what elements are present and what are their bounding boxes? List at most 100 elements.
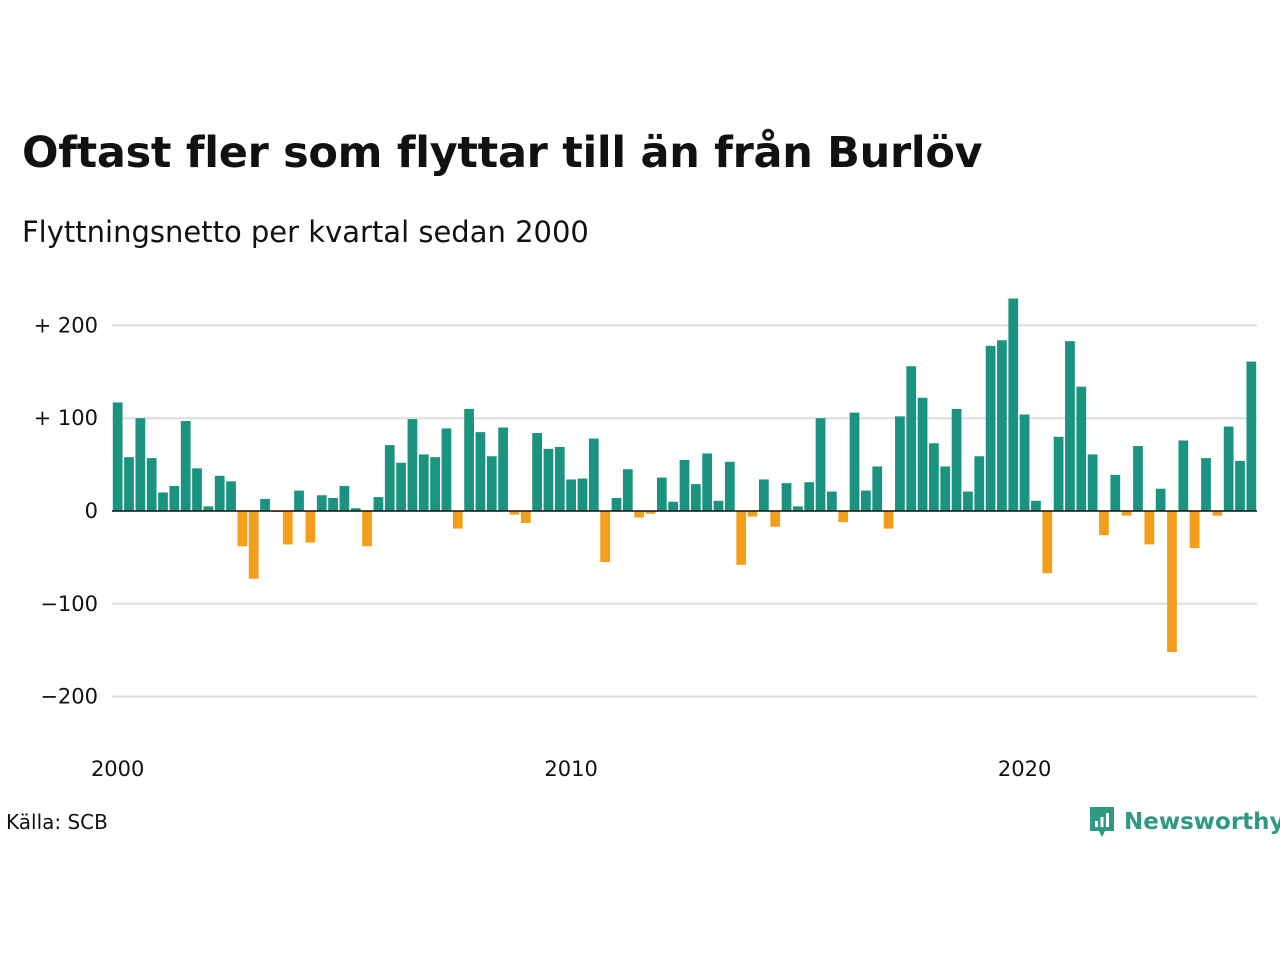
bar [1212,511,1223,516]
bar [747,511,758,517]
bar [192,468,202,511]
bar [543,448,554,511]
bar [838,511,849,523]
bar [418,454,429,511]
bar [1053,436,1064,511]
bar [1099,511,1109,536]
bar [237,511,248,547]
bar [1178,440,1189,511]
bar [1189,511,1200,549]
bar [690,484,701,511]
bar [645,511,656,514]
bar [1201,458,1211,511]
bar [1087,454,1098,511]
bar [758,479,769,511]
bar [1076,386,1087,511]
bar [906,366,917,511]
bar [1065,341,1075,511]
bar [1008,298,1019,511]
y-tick-label: 0 [85,499,98,523]
chart-subtitle: Flyttningsnetto per kvartal sedan 2000 [22,215,589,249]
bar [929,443,939,511]
bar [248,511,259,579]
bar [214,475,225,511]
x-axis-labels: 2000 2010 2020 [91,757,1051,781]
bar [180,420,191,511]
bar [305,511,316,543]
bar [328,498,338,511]
bar [532,433,542,511]
bar [792,506,803,511]
bar [1042,511,1053,574]
y-tick-label: + 100 [34,406,98,430]
bar [396,462,406,511]
bar [963,491,973,511]
bar [1031,500,1041,511]
bar [622,469,633,511]
bar [611,498,622,511]
bar [702,453,713,511]
chart-title: Oftast fler som flyttar till än från Bur… [22,128,983,178]
bar [951,408,962,511]
bar [112,402,123,511]
bar [600,511,611,563]
x-tick-label: 2020 [998,757,1051,781]
bar [362,511,372,547]
bar [997,340,1007,511]
bar [1133,446,1143,511]
bar [373,497,384,511]
bar [486,456,497,511]
x-tick-label: 2000 [91,757,144,781]
source-note: Källa: SCB [6,810,108,834]
bar [861,490,871,511]
y-tick-label: −200 [40,685,98,709]
bar [668,501,679,511]
bar [1235,460,1245,511]
bar [260,498,270,511]
bar [679,459,690,511]
bar [169,485,180,511]
bar [464,408,474,511]
bar [339,485,350,511]
bar [770,511,781,527]
bar [407,419,418,511]
bar [282,511,293,545]
bar [588,438,599,511]
bar [1246,361,1257,511]
bar [226,481,236,511]
y-axis-labels: + 200 + 100 0 −100 −200 [34,313,98,708]
bar [430,457,440,511]
bar [985,345,996,511]
bar [974,456,985,511]
bar [1155,488,1166,511]
bar [815,418,826,511]
brand-name: Newsworthy [1124,809,1280,835]
bar [475,432,486,511]
bar [316,495,327,511]
bar [577,478,588,511]
bar [634,511,645,518]
bar [294,490,304,511]
bar [135,418,146,511]
bar [509,511,520,515]
bar [1167,511,1177,653]
brand-logo: Newsworthy [1088,804,1280,840]
bar [940,466,951,511]
bar [917,397,928,511]
bar [872,466,883,511]
y-tick-label: + 200 [34,313,98,337]
bar [883,511,894,529]
bar [498,427,508,511]
bar [158,492,168,511]
bar [724,461,735,511]
bar [520,511,531,524]
bar [1019,414,1030,511]
bar [1223,426,1234,511]
x-tick-label: 2010 [544,757,597,781]
bar [827,491,837,511]
bar [849,412,860,511]
bar [350,508,361,511]
bar [781,483,792,511]
y-tick-label: −100 [40,592,98,616]
bar [566,479,577,511]
